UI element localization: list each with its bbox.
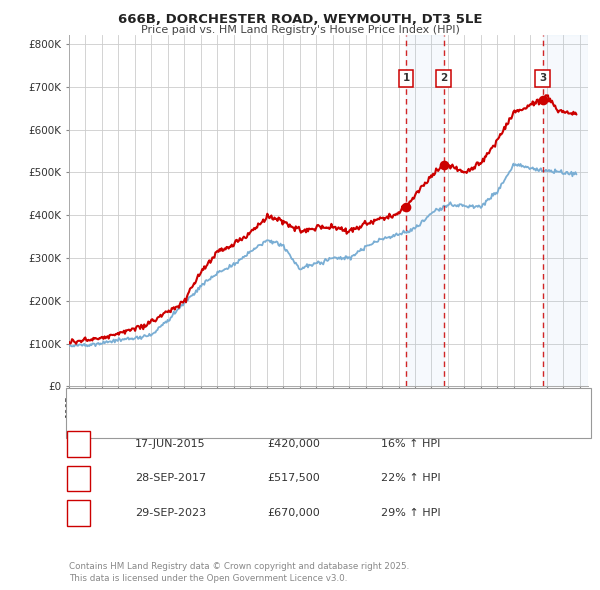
Text: 1: 1: [403, 73, 410, 83]
Text: 2: 2: [75, 474, 82, 483]
Text: 3: 3: [75, 508, 82, 517]
Text: £670,000: £670,000: [267, 508, 320, 517]
Text: 2: 2: [440, 73, 447, 83]
Text: Price paid vs. HM Land Registry's House Price Index (HPI): Price paid vs. HM Land Registry's House …: [140, 25, 460, 35]
Text: 29% ↑ HPI: 29% ↑ HPI: [381, 508, 440, 517]
Text: 16% ↑ HPI: 16% ↑ HPI: [381, 440, 440, 449]
Bar: [406, 35, 443, 386]
Text: £517,500: £517,500: [267, 474, 320, 483]
Text: 28-SEP-2017: 28-SEP-2017: [135, 474, 206, 483]
Text: £420,000: £420,000: [267, 440, 320, 449]
Text: 666B, DORCHESTER ROAD, WEYMOUTH, DT3 5LE: 666B, DORCHESTER ROAD, WEYMOUTH, DT3 5LE: [118, 13, 482, 26]
Text: 1: 1: [75, 440, 82, 449]
Text: 3: 3: [539, 73, 546, 83]
Text: 17-JUN-2015: 17-JUN-2015: [135, 440, 206, 449]
Text: 22% ↑ HPI: 22% ↑ HPI: [381, 474, 440, 483]
Text: 29-SEP-2023: 29-SEP-2023: [135, 508, 206, 517]
Text: HPI: Average price, detached house, Dorset: HPI: Average price, detached house, Dors…: [113, 418, 331, 428]
Text: 666B, DORCHESTER ROAD, WEYMOUTH, DT3 5LE (detached house): 666B, DORCHESTER ROAD, WEYMOUTH, DT3 5LE…: [113, 399, 449, 409]
Bar: [542, 35, 588, 386]
Text: Contains HM Land Registry data © Crown copyright and database right 2025.
This d: Contains HM Land Registry data © Crown c…: [69, 562, 409, 583]
